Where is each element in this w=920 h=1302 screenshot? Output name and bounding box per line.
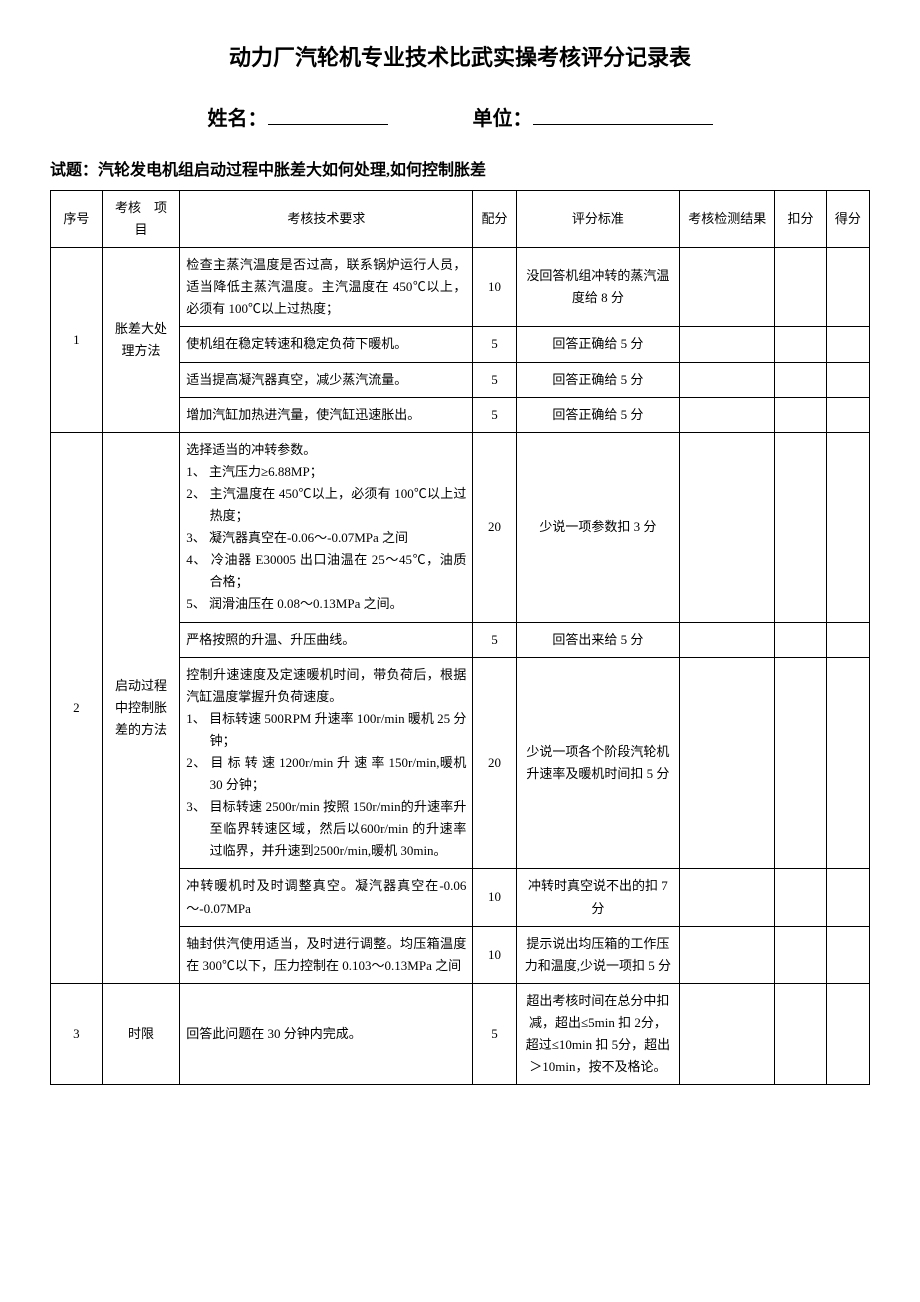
- deduct-cell: [775, 657, 827, 869]
- unit-label: 单位：: [473, 108, 533, 130]
- final-cell: [826, 983, 869, 1084]
- result-cell: [680, 869, 775, 926]
- requirement-cell: 控制升速速度及定速暖机时间，带负荷后，根据汽缸温度掌握升负荷速度。1、 目标转速…: [180, 657, 473, 869]
- requirement-cell: 严格按照的升温、升压曲线。: [180, 622, 473, 657]
- header-item: 考核 项目: [102, 191, 180, 248]
- table-body: 1胀差大处理方法检查主蒸汽温度是否过高，联系锅炉运行人员，适当降低主蒸汽温度。主…: [51, 248, 870, 1085]
- deduct-cell: [775, 362, 827, 397]
- score-cell: 5: [473, 362, 516, 397]
- question-text: 汽轮发电机组启动过程中胀差大如何处理,如何控制胀差: [98, 162, 486, 179]
- info-line: 姓名： 单位：: [50, 102, 870, 131]
- standard-cell: 回答正确给 5 分: [516, 397, 680, 432]
- deduct-cell: [775, 869, 827, 926]
- result-cell: [680, 622, 775, 657]
- result-cell: [680, 248, 775, 327]
- score-cell: 5: [473, 397, 516, 432]
- table-row: 2启动过程中控制胀差的方法选择适当的冲转参数。1、 主汽压力≥6.88MP；2、…: [51, 432, 870, 622]
- seq-cell: 1: [51, 248, 103, 433]
- seq-cell: 3: [51, 983, 103, 1084]
- final-cell: [826, 248, 869, 327]
- item-cell: 时限: [102, 983, 180, 1084]
- result-cell: [680, 327, 775, 362]
- item-cell: 胀差大处理方法: [102, 248, 180, 433]
- standard-cell: 提示说出均压箱的工作压力和温度,少说一项扣 5 分: [516, 926, 680, 983]
- score-cell: 10: [473, 869, 516, 926]
- result-cell: [680, 983, 775, 1084]
- final-cell: [826, 622, 869, 657]
- final-cell: [826, 327, 869, 362]
- requirement-cell: 选择适当的冲转参数。1、 主汽压力≥6.88MP；2、 主汽温度在 450℃以上…: [180, 432, 473, 622]
- deduct-cell: [775, 983, 827, 1084]
- score-cell: 5: [473, 622, 516, 657]
- header-std: 评分标准: [516, 191, 680, 248]
- final-cell: [826, 432, 869, 622]
- score-cell: 5: [473, 983, 516, 1084]
- final-cell: [826, 926, 869, 983]
- standard-cell: 少说一项各个阶段汽轮机升速率及暖机时间扣 5 分: [516, 657, 680, 869]
- header-deduct: 扣分: [775, 191, 827, 248]
- header-final: 得分: [826, 191, 869, 248]
- name-blank: [268, 124, 388, 125]
- score-cell: 10: [473, 926, 516, 983]
- requirement-cell: 检查主蒸汽温度是否过高，联系锅炉运行人员，适当降低主蒸汽温度。主汽温度在 450…: [180, 248, 473, 327]
- header-score: 配分: [473, 191, 516, 248]
- score-cell: 5: [473, 327, 516, 362]
- standard-cell: 回答正确给 5 分: [516, 327, 680, 362]
- deduct-cell: [775, 622, 827, 657]
- result-cell: [680, 397, 775, 432]
- final-cell: [826, 362, 869, 397]
- table-row: 3时限回答此问题在 30 分钟内完成。5超出考核时间在总分中扣减，超出≤5min…: [51, 983, 870, 1084]
- final-cell: [826, 397, 869, 432]
- standard-cell: 超出考核时间在总分中扣减，超出≤5min 扣 2分，超过≤10min 扣 5分，…: [516, 983, 680, 1084]
- score-cell: 20: [473, 432, 516, 622]
- requirement-cell: 增加汽缸加热进汽量，使汽缸迅速胀出。: [180, 397, 473, 432]
- deduct-cell: [775, 397, 827, 432]
- question-prefix: 试题：: [50, 162, 98, 179]
- standard-cell: 回答出来给 5 分: [516, 622, 680, 657]
- seq-cell: 2: [51, 432, 103, 983]
- unit-blank: [533, 124, 713, 125]
- requirement-cell: 冲转暖机时及时调整真空。凝汽器真空在-0.06～-0.07MPa: [180, 869, 473, 926]
- deduct-cell: [775, 248, 827, 327]
- requirement-cell: 适当提高凝汽器真空，减少蒸汽流量。: [180, 362, 473, 397]
- result-cell: [680, 657, 775, 869]
- score-cell: 20: [473, 657, 516, 869]
- score-cell: 10: [473, 248, 516, 327]
- result-cell: [680, 362, 775, 397]
- final-cell: [826, 869, 869, 926]
- deduct-cell: [775, 432, 827, 622]
- result-cell: [680, 926, 775, 983]
- header-seq: 序号: [51, 191, 103, 248]
- requirement-cell: 使机组在稳定转速和稳定负荷下暖机。: [180, 327, 473, 362]
- standard-cell: 回答正确给 5 分: [516, 362, 680, 397]
- requirement-cell: 轴封供汽使用适当，及时进行调整。均压箱温度在 300℃以下，压力控制在 0.10…: [180, 926, 473, 983]
- result-cell: [680, 432, 775, 622]
- header-result: 考核检测结果: [680, 191, 775, 248]
- deduct-cell: [775, 327, 827, 362]
- score-table: 序号 考核 项目 考核技术要求 配分 评分标准 考核检测结果 扣分 得分 1胀差…: [50, 190, 870, 1085]
- page-title: 动力厂汽轮机专业技术比武实操考核评分记录表: [50, 40, 870, 72]
- final-cell: [826, 657, 869, 869]
- header-req: 考核技术要求: [180, 191, 473, 248]
- name-label: 姓名：: [208, 108, 268, 130]
- question-line: 试题：汽轮发电机组启动过程中胀差大如何处理,如何控制胀差: [50, 156, 870, 180]
- standard-cell: 没回答机组冲转的蒸汽温度给 8 分: [516, 248, 680, 327]
- deduct-cell: [775, 926, 827, 983]
- table-row: 1胀差大处理方法检查主蒸汽温度是否过高，联系锅炉运行人员，适当降低主蒸汽温度。主…: [51, 248, 870, 327]
- standard-cell: 少说一项参数扣 3 分: [516, 432, 680, 622]
- header-row: 序号 考核 项目 考核技术要求 配分 评分标准 考核检测结果 扣分 得分: [51, 191, 870, 248]
- standard-cell: 冲转时真空说不出的扣 7 分: [516, 869, 680, 926]
- requirement-cell: 回答此问题在 30 分钟内完成。: [180, 983, 473, 1084]
- item-cell: 启动过程中控制胀差的方法: [102, 432, 180, 983]
